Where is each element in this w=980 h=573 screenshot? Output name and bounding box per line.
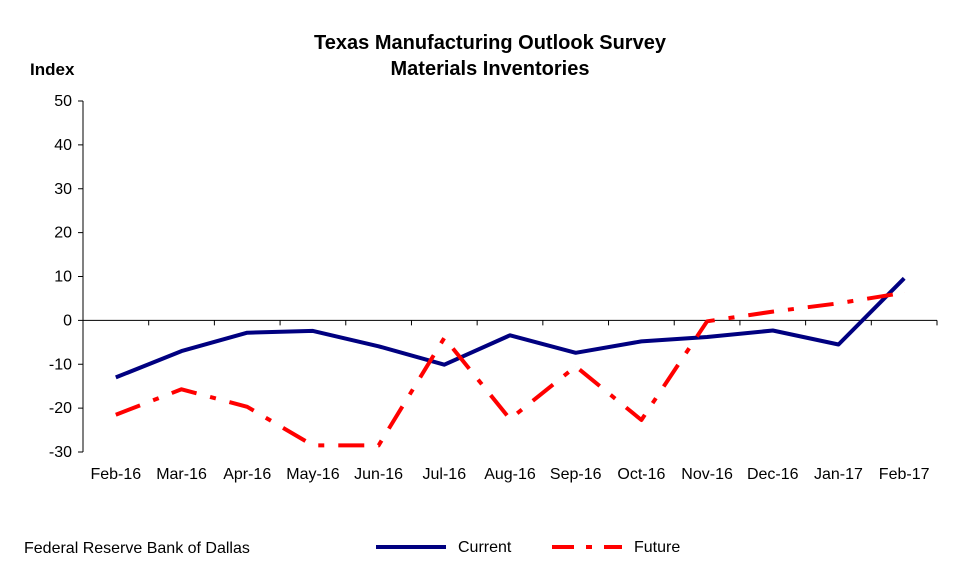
- x-tick-label: Feb-17: [879, 466, 930, 483]
- y-tick-label: 30: [54, 181, 72, 198]
- y-tick-label: -10: [49, 356, 72, 373]
- axes: 50 40 30 20 10 0 -10 -20 -30 Feb-16 Mar-16 Apr-16 Ma…: [49, 93, 938, 483]
- x-tick-label: Jul-16: [423, 466, 467, 483]
- legend-label-current: Current: [458, 539, 512, 556]
- y-tick-label: 10: [54, 269, 72, 286]
- x-tick-label: Mar-16: [156, 466, 207, 483]
- x-tick-label: Sep-16: [550, 466, 602, 483]
- x-tick-label: Nov-16: [681, 466, 733, 483]
- x-tick-label: Aug-16: [484, 466, 536, 483]
- x-tick-label: Apr-16: [223, 466, 271, 483]
- x-tick-label: Feb-16: [90, 466, 141, 483]
- x-tick-label: Jun-16: [354, 466, 403, 483]
- legend: Current Future: [376, 539, 680, 556]
- y-tick-label: -20: [49, 400, 72, 417]
- x-tick-label: Oct-16: [617, 466, 665, 483]
- chart-title: Texas Manufacturing Outlook Survey: [314, 32, 666, 54]
- y-tick-label: 50: [54, 93, 72, 110]
- x-tick-label: May-16: [286, 466, 339, 483]
- chart-subtitle: Materials Inventories: [390, 58, 590, 80]
- series-layer: [115, 276, 906, 448]
- legend-label-future: Future: [634, 539, 680, 556]
- y-tick-label: 0: [63, 312, 72, 329]
- y-tick-label: 20: [54, 225, 72, 242]
- series-line-current: [115, 276, 906, 380]
- y-axis-label: Index: [30, 60, 75, 79]
- x-tick-label: Jan-17: [814, 466, 863, 483]
- series-line-future: [115, 290, 905, 448]
- x-tick-label: Dec-16: [747, 466, 799, 483]
- y-tick-label: 40: [54, 137, 72, 154]
- source-credit: Federal Reserve Bank of Dallas: [24, 540, 250, 557]
- y-tick-label: -30: [49, 444, 72, 461]
